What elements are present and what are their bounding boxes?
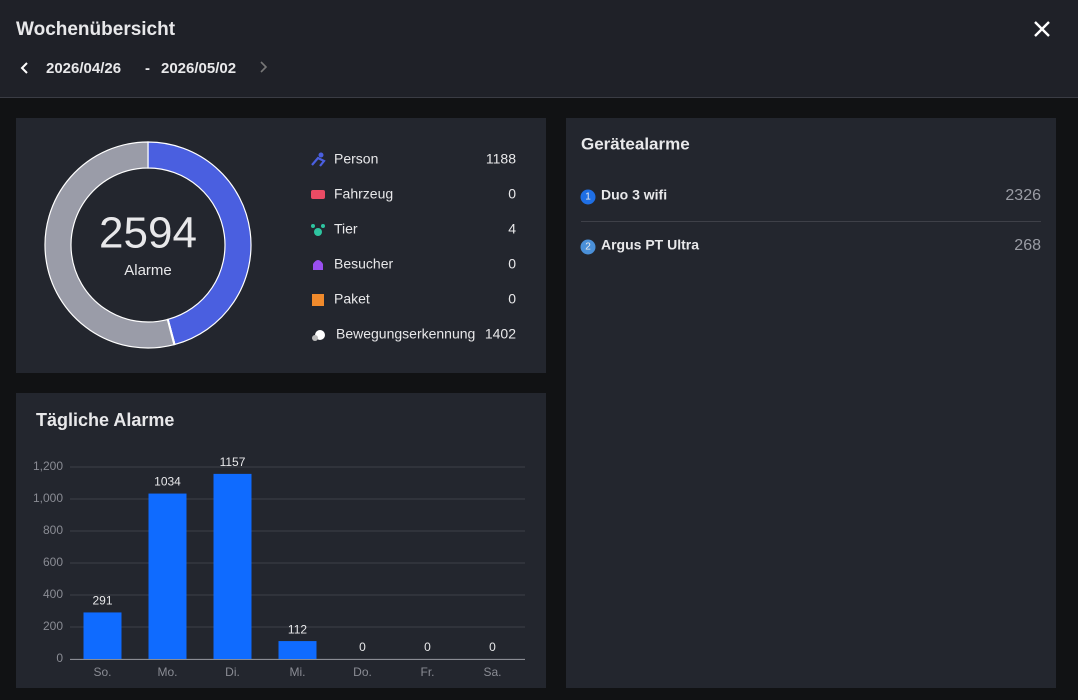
devices-panel — [566, 118, 1056, 688]
legend-value: 0 — [508, 186, 516, 202]
total-label: Alarme — [124, 262, 172, 279]
value-label: 291 — [92, 594, 112, 608]
end-date: 2026/05/02 — [161, 60, 236, 77]
device-value: 2326 — [1005, 187, 1041, 204]
legend-value: 1402 — [485, 326, 516, 342]
donut-segment — [147, 141, 252, 346]
close-button[interactable] — [1034, 21, 1050, 37]
legend-name: Besucher — [334, 256, 393, 272]
bar — [278, 641, 317, 659]
y-tick-label: 800 — [43, 523, 63, 537]
prev-week[interactable] — [20, 62, 28, 74]
bar — [213, 473, 252, 659]
start-date: 2026/04/26 — [46, 60, 121, 77]
bar — [83, 612, 122, 659]
value-label: 1034 — [154, 475, 181, 489]
x-tick-label: Mo. — [157, 665, 177, 679]
value-label: 1157 — [220, 455, 246, 469]
y-tick-label: 0 — [56, 651, 63, 665]
value-label: 0 — [489, 640, 496, 654]
legend-name: Paket — [334, 291, 370, 307]
rank: 2 — [585, 242, 591, 253]
legend-value: 0 — [508, 256, 516, 272]
x-tick-label: So. — [93, 665, 111, 679]
chart-title: Tägliche Alarme — [36, 410, 174, 430]
legend-icons — [311, 152, 326, 341]
legend-value: 0 — [508, 291, 516, 307]
devices-title: Gerätealarme — [581, 134, 690, 153]
y-tick-label: 1,000 — [33, 491, 63, 505]
x-tick-label: Sa. — [483, 665, 501, 679]
value-label: 0 — [359, 640, 366, 654]
y-tick-label: 1,200 — [33, 459, 63, 473]
x-tick-label: Di. — [225, 665, 240, 679]
value-label: 0 — [424, 640, 431, 654]
legend-name: Fahrzeug — [334, 186, 393, 202]
y-tick-label: 600 — [43, 555, 63, 569]
legend-name: Person — [334, 151, 378, 167]
rank-badge — [580, 189, 596, 205]
legend-value: 4 — [508, 221, 516, 237]
y-tick-label: 400 — [43, 587, 63, 601]
bar — [148, 493, 187, 659]
legend-name: Tier — [334, 221, 358, 237]
title: Wochenübersicht — [16, 19, 176, 40]
next-week[interactable] — [260, 61, 268, 73]
device-name: Argus PT Ultra — [601, 237, 699, 253]
device-name: Duo 3 wifi — [601, 187, 667, 203]
x-tick-label: Mi. — [290, 665, 306, 679]
legend-name: Bewegungserkennung — [336, 326, 475, 342]
x-tick-label: Fr. — [421, 665, 435, 679]
donut-segment — [44, 141, 175, 349]
value-label: 112 — [288, 622, 307, 636]
total: 2594 — [99, 209, 197, 258]
rank: 1 — [585, 192, 591, 203]
header-bg — [0, 0, 1078, 97]
date-separator: - — [145, 60, 150, 77]
x-tick-label: Do. — [353, 665, 372, 679]
rank-badge — [580, 239, 596, 255]
y-tick-label: 200 — [43, 619, 63, 633]
device-value: 268 — [1014, 237, 1041, 254]
legend-value: 1188 — [486, 151, 516, 167]
